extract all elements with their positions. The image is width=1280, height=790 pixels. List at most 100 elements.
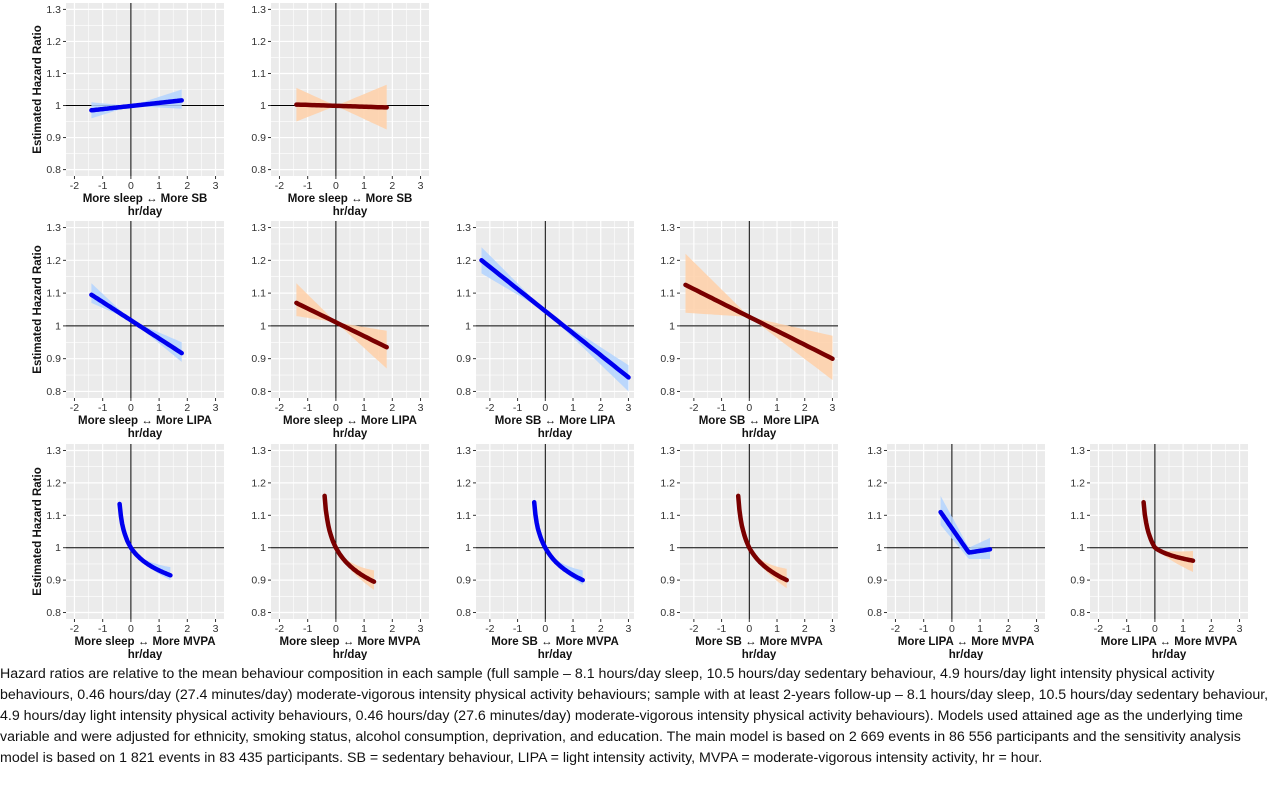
y-tick-label: 1.3	[660, 222, 675, 234]
y-tick-label: 0.8	[46, 386, 61, 398]
y-tick-label: 1	[465, 320, 471, 332]
x-tick-label: 1	[570, 402, 576, 414]
y-tick-label: 1.3	[456, 222, 471, 234]
y-tick-label: 1.2	[456, 477, 471, 489]
y-tick-label: 0.8	[1070, 607, 1085, 619]
y-tick-label: 1	[260, 542, 266, 554]
x-tick-label: 2	[1208, 623, 1214, 635]
x-tick-label: 2	[184, 623, 190, 635]
figure-caption: Hazard ratios are relative to the mean b…	[0, 666, 1269, 766]
x-tick-label: -2	[689, 402, 698, 414]
x-tick-label: 0	[128, 623, 134, 635]
panel-4: -2 -1 0 1 2 3 0.8 0.9 1 1.1 1.2 1.3 More sleep ↔ Mor…	[251, 221, 429, 440]
x-tick-label: 0	[128, 402, 134, 414]
x-tick-label: 3	[418, 402, 424, 414]
x-tick-label: 1	[570, 623, 576, 635]
panel-2: -2 -1 0 1 2 3 0.8 0.9 1 1.1 1.2 1.3 More sleep ↔ Mor…	[251, 3, 429, 218]
panel-5: -2 -1 0 1 2 3 0.8 0.9 1 1.1 1.2 1.3 More SB ↔ More L…	[456, 221, 634, 440]
x-axis-unit: hr/day	[333, 428, 368, 440]
x-tick-label: 2	[389, 180, 395, 192]
x-tick-label: 2	[802, 402, 808, 414]
x-axis-unit: hr/day	[128, 649, 163, 660]
x-tick-label: 1	[156, 402, 162, 414]
y-tick-label: 1.2	[660, 255, 675, 267]
x-tick-label: -2	[485, 402, 494, 414]
panel-11: -2 -1 0 1 2 3 0.8 0.9 1 1.1 1.2 1.3 More LIPA ↔ More…	[867, 444, 1045, 660]
y-tick-label: 1.3	[251, 445, 266, 457]
panel-7: -2 -1 0 1 2 3 0.8 0.9 1 1.1 1.2 1.3 More sleep ↔ Mor…	[32, 444, 224, 660]
y-tick-label: 0.9	[660, 575, 675, 587]
x-tick-label: 0	[746, 402, 752, 414]
x-tick-label: 3	[1237, 623, 1243, 635]
y-tick-label: 1.1	[46, 288, 61, 300]
y-tick-label: 1.1	[251, 68, 266, 80]
x-tick-label: -2	[70, 180, 79, 192]
y-tick-label: 1.3	[46, 222, 61, 234]
y-tick-label: 0.9	[1070, 575, 1085, 587]
y-tick-label: 0.9	[660, 353, 675, 365]
x-axis-unit: hr/day	[742, 649, 777, 660]
x-tick-label: 3	[418, 180, 424, 192]
x-tick-label: 2	[598, 623, 604, 635]
y-tick-label: 1.3	[660, 445, 675, 457]
x-tick-label: 3	[830, 623, 836, 635]
x-axis-label: More SB ↔ More MVPA	[695, 636, 823, 648]
y-tick-label: 0.8	[46, 607, 61, 619]
y-tick-label: 1.3	[867, 445, 882, 457]
x-tick-label: 0	[333, 623, 339, 635]
y-tick-label: 1.2	[251, 255, 266, 267]
y-tick-label: 0.8	[251, 164, 266, 176]
x-tick-label: -1	[303, 402, 312, 414]
y-tick-label: 1	[260, 100, 266, 112]
y-tick-label: 1.2	[46, 36, 61, 48]
x-tick-label: 1	[977, 623, 983, 635]
x-tick-label: 2	[802, 623, 808, 635]
y-axis-label: Estimated Hazard Ratio	[32, 245, 44, 373]
y-tick-label: 0.8	[456, 607, 471, 619]
x-axis-label: More sleep ↔ More LIPA	[78, 415, 212, 427]
y-tick-label: 0.8	[660, 607, 675, 619]
x-axis-label: More LIPA ↔ More MVPA	[1101, 636, 1238, 648]
y-tick-label: 1.1	[456, 510, 471, 522]
y-tick-label: 0.8	[46, 164, 61, 176]
x-axis-unit: hr/day	[128, 206, 163, 218]
y-tick-label: 0.9	[46, 575, 61, 587]
x-tick-label: -1	[919, 623, 928, 635]
y-tick-label: 1.1	[867, 510, 882, 522]
y-tick-label: 1	[465, 542, 471, 554]
y-tick-label: 1.2	[251, 36, 266, 48]
x-tick-label: 0	[746, 623, 752, 635]
x-axis-unit: hr/day	[742, 428, 777, 440]
x-tick-label: -1	[303, 623, 312, 635]
x-axis-label: More sleep ↔ More SB	[83, 193, 208, 205]
y-tick-label: 0.8	[456, 386, 471, 398]
x-tick-label: 1	[774, 402, 780, 414]
y-tick-label: 1.2	[456, 255, 471, 267]
estimate-line	[322, 493, 377, 584]
x-tick-label: 2	[389, 623, 395, 635]
panel-12: -2 -1 0 1 2 3 0.8 0.9 1 1.1 1.2 1.3 More LIPA ↔ More…	[1070, 444, 1248, 660]
panel-1: -2 -1 0 1 2 3 0.8 0.9 1 1.1 1.2 1.3 More sleep ↔ Mor…	[32, 3, 224, 218]
x-tick-label: 0	[1152, 623, 1158, 635]
x-tick-label: -2	[891, 623, 900, 635]
estimate-line	[683, 282, 835, 361]
hazard-ratio-figure: -2 -1 0 1 2 3 0.8 0.9 1 1.1 1.2 1.3 More sleep ↔ Mor…	[32, 3, 1248, 660]
y-tick-label: 1.1	[46, 68, 61, 80]
y-tick-label: 1	[55, 542, 61, 554]
x-tick-label: 1	[361, 402, 367, 414]
y-tick-label: 1.2	[660, 477, 675, 489]
x-tick-label: -1	[303, 180, 312, 192]
y-tick-label: 1.1	[1070, 510, 1085, 522]
y-tick-label: 1	[876, 542, 882, 554]
y-axis-label: Estimated Hazard Ratio	[32, 25, 44, 153]
x-tick-label: 3	[626, 402, 632, 414]
y-tick-label: 0.8	[867, 607, 882, 619]
x-tick-label: -2	[1094, 623, 1103, 635]
estimate-line	[294, 102, 389, 110]
x-axis-label: More sleep ↔ More MVPA	[74, 636, 215, 648]
panel-3: -2 -1 0 1 2 3 0.8 0.9 1 1.1 1.2 1.3 More sleep ↔ Mor…	[32, 221, 224, 440]
confidence-band	[685, 253, 833, 380]
x-tick-label: 0	[542, 402, 548, 414]
y-tick-label: 1	[669, 542, 675, 554]
y-tick-label: 1.3	[46, 445, 61, 457]
